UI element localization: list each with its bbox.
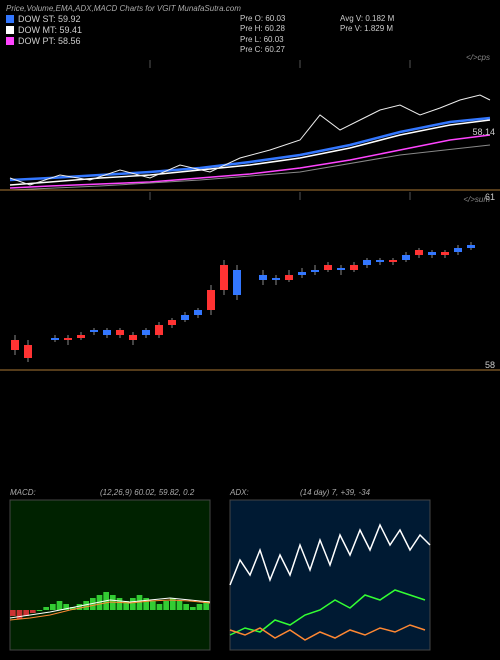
svg-text:MACD:: MACD: [10,488,36,497]
svg-text:(14 day) 7, +39, -34: (14 day) 7, +39, -34 [300,488,371,497]
chart-svg: </>cps58.1461</>sum58MACD:(12,26,9) 60.0… [0,0,500,660]
svg-text:58: 58 [485,360,495,370]
svg-text:</>cps: </>cps [466,53,490,62]
svg-text:</>sum: </>sum [463,195,490,204]
svg-text:58.14: 58.14 [472,127,495,137]
svg-text:ADX:: ADX: [229,488,249,497]
svg-text:(12,26,9) 60.02, 59.82, 0.2: (12,26,9) 60.02, 59.82, 0.2 [100,488,195,497]
chart-container: Price,Volume,EMA,ADX,MACD Charts for VGI… [0,0,500,660]
